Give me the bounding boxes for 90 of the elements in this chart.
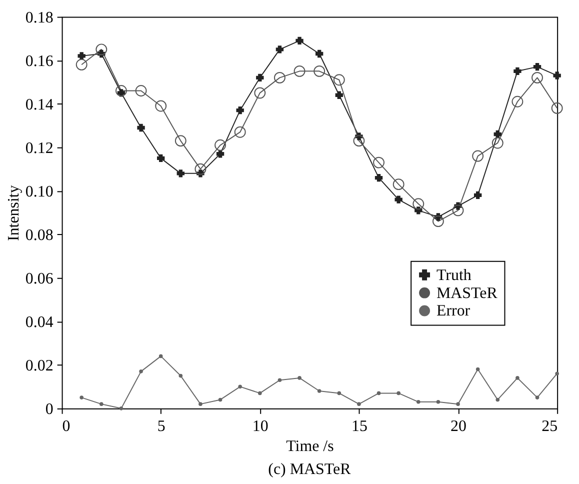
point xyxy=(357,402,361,406)
point xyxy=(533,62,542,71)
point xyxy=(258,391,262,396)
point xyxy=(472,150,484,162)
y-tick-label: 0.14 xyxy=(25,96,54,114)
y-tick-label: 0.06 xyxy=(25,270,54,288)
point xyxy=(412,198,424,210)
point xyxy=(115,85,127,96)
y-tick-label: 0 xyxy=(45,400,54,418)
y-tick-label: 0.04 xyxy=(25,314,54,331)
point xyxy=(276,46,284,54)
point xyxy=(298,376,302,380)
x-tick-label: 15 xyxy=(351,418,368,435)
point xyxy=(157,154,165,162)
point xyxy=(155,100,167,112)
point xyxy=(80,396,84,400)
point xyxy=(373,156,384,168)
point xyxy=(374,174,383,182)
point xyxy=(496,398,500,402)
point xyxy=(278,378,282,382)
legend-label: MASTeR xyxy=(436,284,498,302)
point xyxy=(432,216,444,228)
point xyxy=(335,91,343,99)
point xyxy=(96,44,108,56)
point xyxy=(494,130,502,138)
y-axis-title: Intensity xyxy=(5,185,22,241)
point xyxy=(353,135,365,147)
point xyxy=(492,137,504,149)
point xyxy=(452,204,464,216)
point xyxy=(174,135,186,147)
point xyxy=(76,58,88,70)
point xyxy=(337,391,342,396)
point xyxy=(516,376,520,380)
point xyxy=(139,370,143,374)
y-tick-label: 0.08 xyxy=(25,226,54,244)
point xyxy=(476,367,480,372)
point xyxy=(119,406,124,410)
x-tick-label: 5 xyxy=(157,418,166,435)
x-tick-label: 20 xyxy=(450,418,467,435)
point xyxy=(553,72,561,80)
legend-label: Error xyxy=(436,302,471,320)
point xyxy=(178,374,183,378)
point xyxy=(555,372,559,376)
point xyxy=(456,402,460,406)
point xyxy=(436,400,440,404)
legend-label: Truth xyxy=(436,266,472,284)
point xyxy=(296,36,304,45)
point xyxy=(514,67,522,76)
point xyxy=(78,52,86,60)
y-tick-label: 0.18 xyxy=(25,9,54,26)
point xyxy=(376,391,381,396)
point xyxy=(194,163,206,175)
point xyxy=(394,196,402,204)
point xyxy=(135,85,147,96)
point xyxy=(474,191,482,200)
point xyxy=(535,396,540,400)
y-tick-label: 0.02 xyxy=(25,357,54,374)
text: (c) MASTeR xyxy=(268,461,352,478)
point xyxy=(218,398,222,402)
point xyxy=(315,50,324,58)
point xyxy=(333,74,345,86)
point xyxy=(294,65,306,77)
point xyxy=(254,87,266,99)
y-tick-label: 0.10 xyxy=(25,183,54,200)
x-tick-label: 10 xyxy=(252,418,268,435)
point xyxy=(214,139,226,151)
point xyxy=(100,402,104,406)
point xyxy=(532,72,543,84)
point xyxy=(314,65,326,77)
point xyxy=(158,354,163,358)
y-tick-label: 0.12 xyxy=(25,140,54,157)
point xyxy=(137,124,145,132)
point xyxy=(238,384,242,389)
point xyxy=(176,170,184,178)
point xyxy=(234,126,246,138)
x-tick-label: 25 xyxy=(542,418,558,435)
point xyxy=(416,400,420,404)
x-tick-label: 0 xyxy=(62,418,70,435)
point xyxy=(198,402,202,406)
x-axis-title: Time /s xyxy=(286,438,334,455)
point xyxy=(512,96,524,108)
point xyxy=(117,89,126,97)
point xyxy=(392,178,404,190)
point xyxy=(317,389,322,393)
point xyxy=(274,72,286,84)
point xyxy=(396,391,400,396)
point xyxy=(256,74,264,82)
point xyxy=(236,106,244,114)
point xyxy=(551,102,563,114)
y-tick-label: 0.16 xyxy=(25,52,54,70)
